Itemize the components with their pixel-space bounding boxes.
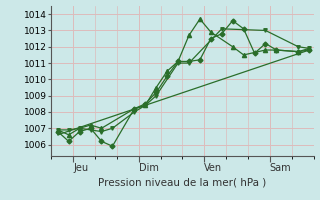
X-axis label: Pression niveau de la mer( hPa ): Pression niveau de la mer( hPa ) [98, 177, 267, 187]
